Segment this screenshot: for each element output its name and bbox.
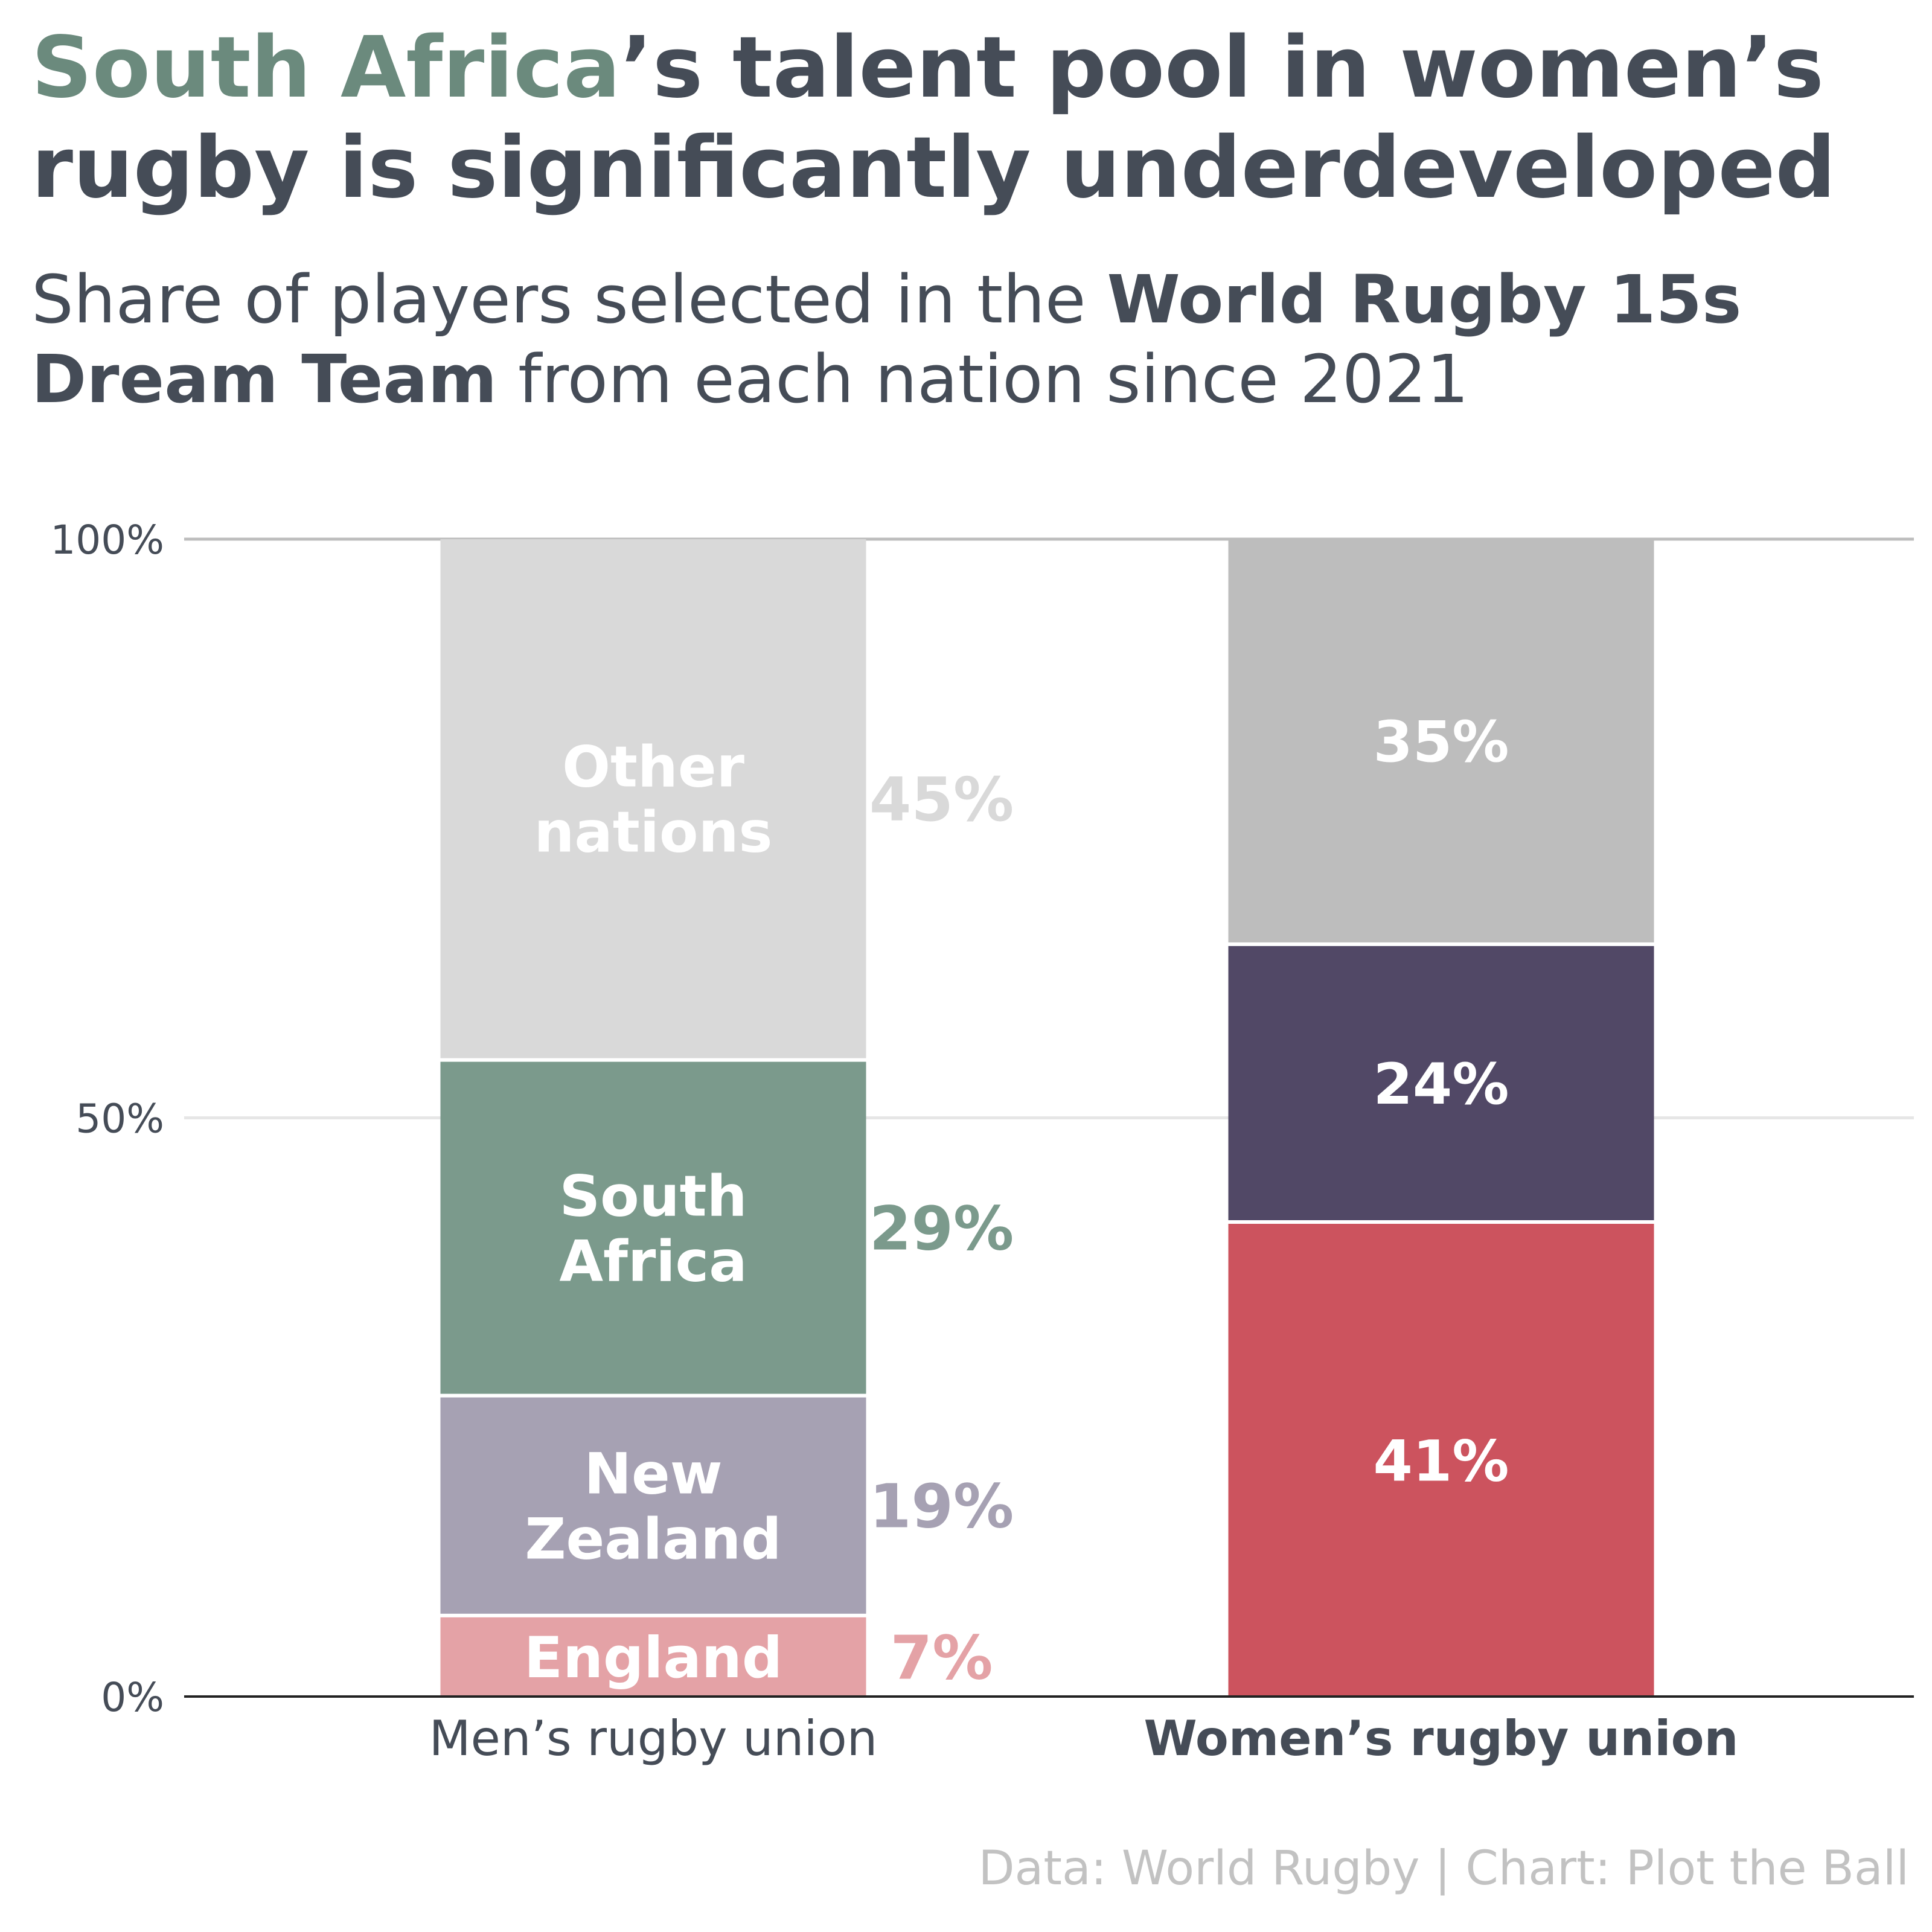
y-tick-label: 0% (101, 1674, 164, 1721)
x-category-label: Men’s rugby union (429, 1710, 878, 1767)
bar-segment (440, 539, 866, 1058)
bar-segment (440, 1061, 866, 1394)
bar-inside-label: nations (534, 800, 773, 866)
bar-segment (440, 1617, 866, 1697)
y-tick-label: 100% (50, 517, 164, 563)
bar-value-label: 29% (869, 1194, 1014, 1264)
bar-value-label: 45% (869, 764, 1014, 835)
title-highlight: South Africa (31, 19, 621, 117)
chart-title: South Africa’s talent pool in women’s ru… (31, 18, 1909, 219)
bar-segment (1228, 1224, 1654, 1697)
subtitle-bold: World Rugby 15s Dream Team (31, 261, 1742, 418)
bar-inside-label: 24% (1374, 1052, 1509, 1118)
bar-inside-label: New (584, 1442, 722, 1508)
bar-segment (440, 1397, 866, 1614)
bar-inside-label: 35% (1374, 709, 1509, 775)
x-category-label: Women’s rugby union (1144, 1710, 1739, 1767)
bar-segment (1228, 539, 1654, 942)
bar-segment (1228, 945, 1654, 1221)
subtitle-part1: Share of players selected in the (31, 261, 1107, 338)
title-rest: ’s talent pool in women’s rugby is signi… (31, 19, 1836, 217)
bar-inside-label: South (559, 1163, 747, 1229)
bar-value-label: 19% (869, 1471, 1014, 1542)
y-tick-label: 50% (75, 1096, 164, 1142)
bar-value-label: 7% (891, 1622, 993, 1693)
bar-inside-label: Zealand (525, 1507, 781, 1573)
bar-inside-label: Other (562, 735, 745, 801)
chart-subtitle: Share of players selected in the World R… (31, 260, 1909, 419)
bar-inside-label: Africa (559, 1229, 747, 1294)
source-caption: Data: World Rugby | Chart: Plot the Ball (978, 1841, 1910, 1896)
bar-inside-label: 41% (1374, 1428, 1509, 1494)
bar-inside-label: England (524, 1625, 782, 1691)
subtitle-part2: from each nation since 2021 (497, 341, 1469, 418)
